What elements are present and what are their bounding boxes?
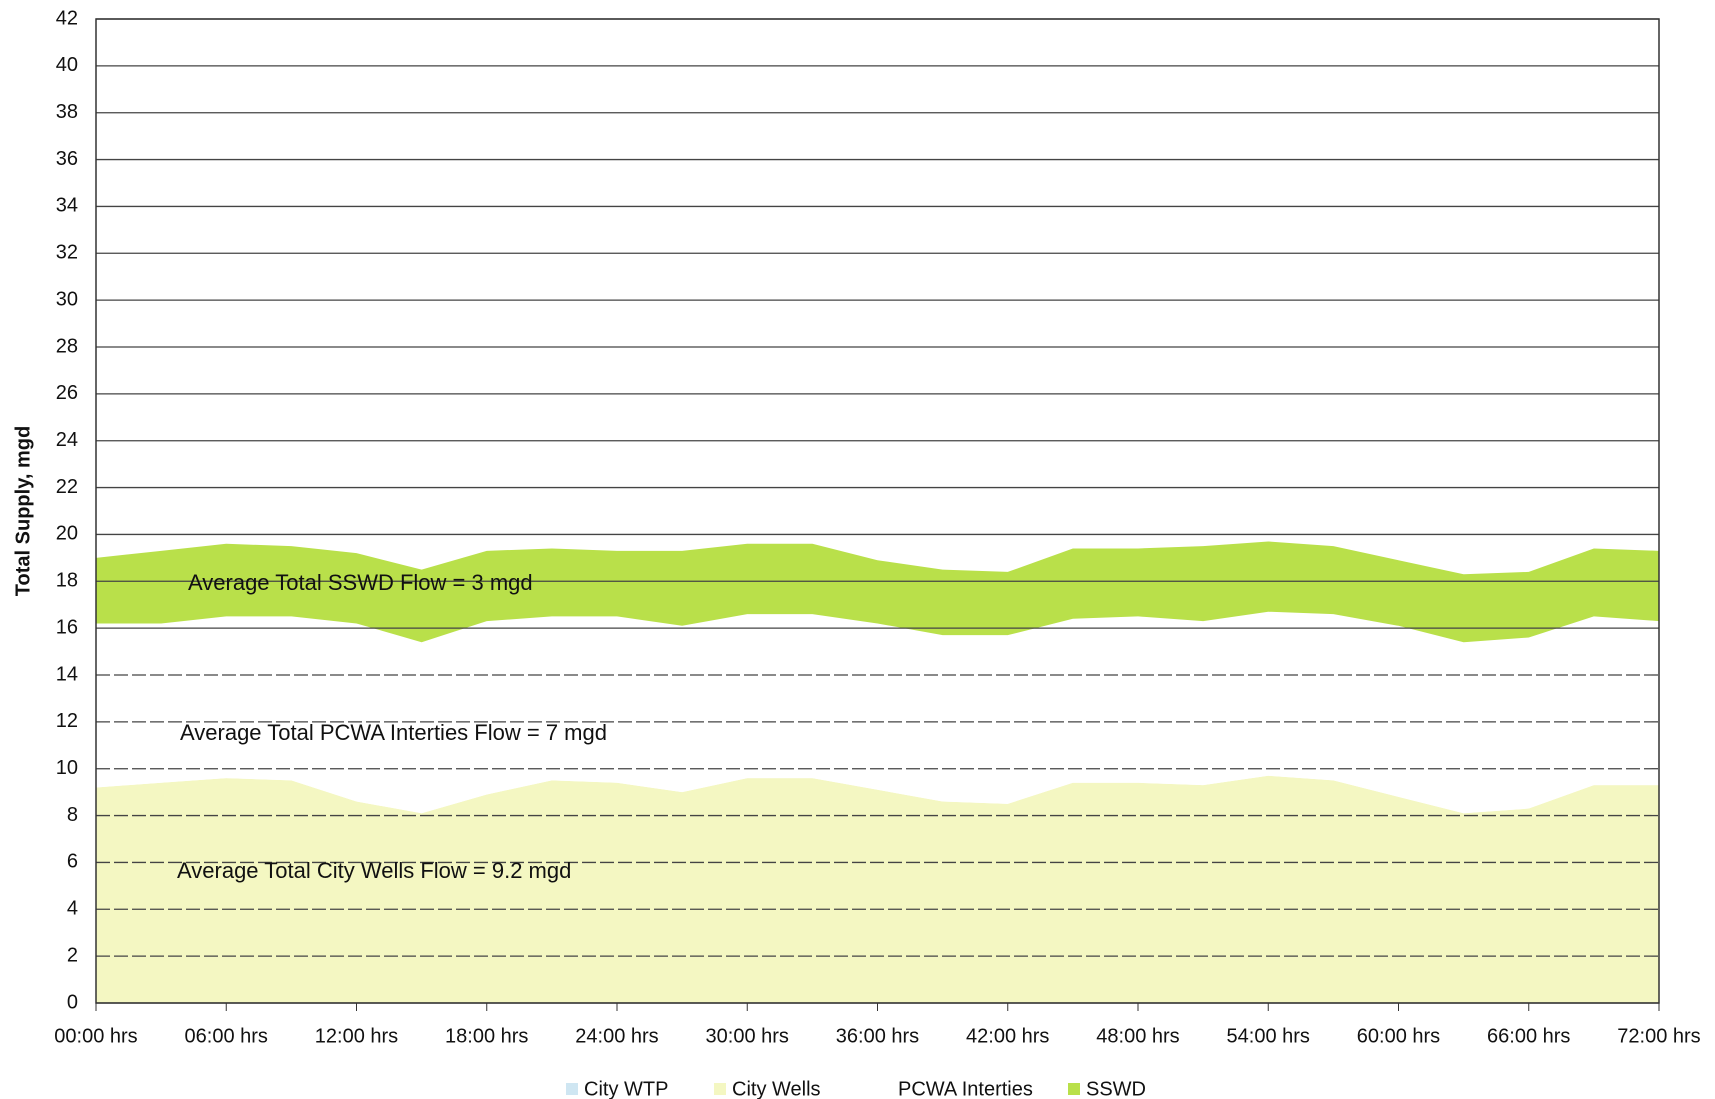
x-tick-label: 48:00 hrs xyxy=(1096,1025,1179,1047)
y-tick-label: 2 xyxy=(67,944,78,966)
y-tick-label: 28 xyxy=(56,335,78,357)
area xyxy=(96,611,1659,814)
x-tick-label: 12:00 hrs xyxy=(315,1025,398,1047)
y-axis-title: Total Supply, mgd xyxy=(12,426,34,596)
y-tick-label: 26 xyxy=(56,382,78,404)
y-tick-label: 0 xyxy=(67,991,78,1013)
y-tick-label: 32 xyxy=(56,242,78,264)
legend-swatch xyxy=(566,1083,578,1095)
y-tick-label: 16 xyxy=(56,616,78,638)
y-tick-label: 36 xyxy=(56,148,78,170)
x-tick-label: 30:00 hrs xyxy=(706,1025,789,1047)
y-tick-label: 34 xyxy=(56,195,78,217)
x-tick-label: 54:00 hrs xyxy=(1227,1025,1310,1047)
legend-label: City WTP xyxy=(584,1078,668,1099)
x-tick-label: 00:00 hrs xyxy=(54,1025,137,1047)
x-tick-label: 66:00 hrs xyxy=(1487,1025,1570,1047)
annotation: Average Total SSWD Flow = 3 mgd xyxy=(188,570,533,595)
y-tick-label: 4 xyxy=(67,898,78,920)
y-tick-label: 12 xyxy=(56,710,78,732)
y-tick-label: 42 xyxy=(56,7,78,29)
y-tick-label: 20 xyxy=(56,523,78,545)
x-tick-label: 72:00 hrs xyxy=(1617,1025,1700,1047)
legend-swatch xyxy=(1068,1083,1080,1095)
y-tick-label: 18 xyxy=(56,570,78,592)
y-tick-label: 14 xyxy=(56,663,78,685)
x-tick-label: 24:00 hrs xyxy=(575,1025,658,1047)
y-tick-label: 8 xyxy=(67,804,78,826)
legend-swatch xyxy=(880,1083,892,1095)
area xyxy=(96,541,1659,643)
y-tick-label: 24 xyxy=(56,429,78,451)
annotation: Average Total PCWA Interties Flow = 7 mg… xyxy=(180,720,607,745)
y-tick-label: 40 xyxy=(56,54,78,76)
y-tick-label: 38 xyxy=(56,101,78,123)
y-tick-label: 30 xyxy=(56,288,78,310)
legend-label: City Wells xyxy=(732,1078,821,1099)
x-tick-label: 42:00 hrs xyxy=(966,1025,1049,1047)
area xyxy=(96,775,1659,1003)
x-tick-label: 36:00 hrs xyxy=(836,1025,919,1047)
legend-label: PCWA Interties xyxy=(898,1078,1033,1099)
legend-label: SSWD xyxy=(1086,1078,1146,1099)
y-tick-label: 10 xyxy=(56,757,78,779)
y-tick-label: 22 xyxy=(56,476,78,498)
x-tick-label: 06:00 hrs xyxy=(185,1025,268,1047)
x-tick-label: 18:00 hrs xyxy=(445,1025,528,1047)
x-tick-label: 60:00 hrs xyxy=(1357,1025,1440,1047)
annotation: Average Total City Wells Flow = 9.2 mgd xyxy=(177,858,571,883)
legend-swatch xyxy=(714,1083,726,1095)
y-tick-label: 6 xyxy=(67,851,78,873)
